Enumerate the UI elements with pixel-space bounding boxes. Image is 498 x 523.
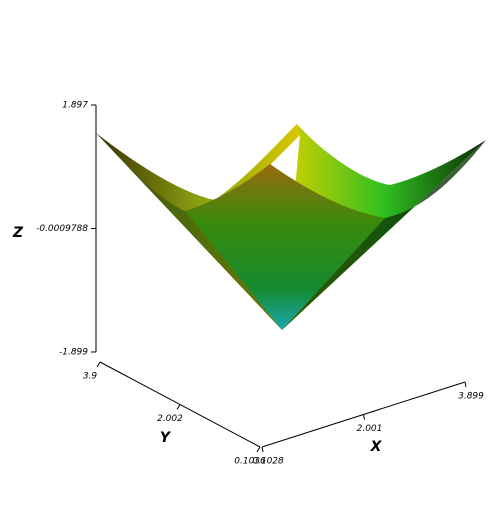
x-tick	[464, 381, 467, 388]
y-tick	[176, 404, 181, 410]
x-tick	[261, 446, 264, 453]
x-tick	[363, 414, 365, 420]
y-tick	[256, 446, 261, 453]
y-axis-title: Y	[160, 430, 172, 446]
z-tick-label: -0.0009788	[36, 224, 88, 234]
z-tick-label: -1.899	[59, 348, 88, 358]
y-tick	[96, 361, 101, 368]
y-tick-label: 2.002	[157, 414, 183, 424]
x-tick-label: 3.899	[458, 392, 484, 402]
z-axis-title: Z	[12, 225, 24, 241]
surface-front-left	[96, 133, 282, 330]
y-tick-label: 0.1036	[234, 457, 266, 467]
surface	[96, 124, 486, 330]
x-tick-label: 0.1028	[252, 457, 284, 467]
x-axis-title: X	[370, 439, 383, 455]
y-axis-line	[99, 361, 261, 448]
y-tick-label: 3.9	[83, 372, 98, 382]
z-tick-label: 1.897	[62, 101, 88, 111]
x-tick-label: 2.001	[357, 424, 383, 434]
surface-front	[185, 164, 385, 330]
surface-front-right	[282, 140, 486, 330]
